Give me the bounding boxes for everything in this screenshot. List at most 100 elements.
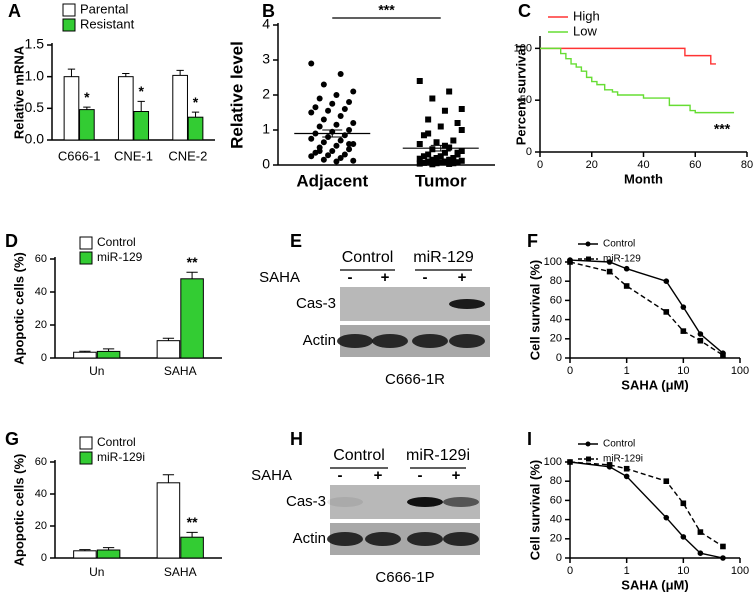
sign: + [458, 269, 467, 286]
x-tick-label: 0 [567, 365, 573, 377]
point [663, 514, 670, 521]
y-tick-label: 0.5 [25, 99, 45, 115]
point [680, 500, 687, 507]
x-tick-label: Un [89, 565, 104, 579]
point [697, 331, 704, 337]
point [720, 352, 726, 358]
legend-label: miR-129 [603, 254, 641, 265]
error-bar [162, 337, 175, 341]
bar [117, 76, 134, 141]
legend-label: Parental [80, 1, 129, 16]
bar [96, 350, 121, 359]
x-tick-label: 0 [567, 565, 573, 577]
y-tick-label: 3 [262, 51, 270, 67]
x-tick-label: 1 [624, 565, 630, 577]
panel-letter: D [5, 231, 18, 251]
point [720, 555, 726, 561]
x-axis-label: SAHA (μM) [621, 377, 688, 392]
panel-letter: F [527, 231, 538, 251]
bar [73, 351, 97, 359]
x-tick-label: 1 [624, 365, 630, 377]
y-tick-label: 40 [35, 488, 47, 500]
panel-letter: G [5, 429, 19, 449]
point [663, 278, 670, 285]
y-tick-label: 0.0 [25, 131, 45, 147]
annotation: * [84, 89, 90, 105]
legend-swatch [79, 451, 93, 465]
point [308, 135, 315, 142]
point [341, 151, 348, 158]
y-tick-label: 0 [526, 146, 532, 158]
point [337, 71, 344, 77]
band [443, 532, 479, 546]
point [346, 127, 353, 133]
annotation: ** [187, 514, 198, 530]
point [429, 161, 436, 168]
row-label: Cas-3 [296, 295, 336, 312]
sign: - [423, 269, 428, 286]
point [623, 265, 630, 272]
point [346, 146, 353, 153]
point [663, 309, 670, 315]
x-tick-label: 10 [677, 365, 689, 377]
series-line [540, 47, 735, 114]
group-label: miR-129i [406, 447, 470, 464]
point [429, 156, 436, 163]
legend-marker [585, 441, 591, 447]
y-tick-label: 1.0 [25, 67, 45, 83]
point [680, 328, 687, 334]
point [316, 148, 323, 154]
treatment-label: SAHA [259, 269, 300, 286]
point [416, 160, 423, 167]
point [341, 106, 348, 112]
band [449, 299, 485, 309]
point [420, 159, 427, 166]
legend-label: miR-129i [97, 450, 145, 464]
point [606, 259, 613, 265]
error-bar [162, 474, 175, 483]
point [420, 153, 427, 160]
legend-marker [586, 456, 591, 462]
series-line [540, 47, 716, 65]
point [458, 127, 465, 133]
point [350, 141, 357, 147]
point [350, 120, 357, 126]
band [337, 334, 373, 348]
point [333, 158, 340, 165]
legend-label: Control [603, 439, 635, 450]
y-tick-label: 60 [35, 253, 47, 265]
point [333, 142, 340, 149]
point [312, 104, 319, 111]
point [454, 120, 461, 126]
annotation: *** [378, 2, 395, 18]
bar [63, 76, 80, 141]
point [680, 304, 687, 310]
series-line [569, 461, 724, 559]
point [333, 92, 340, 98]
point [429, 95, 436, 102]
y-tick-label: 0 [41, 552, 47, 564]
y-tick-label: 20 [550, 333, 562, 345]
point [325, 152, 332, 159]
group-label: Control [342, 249, 394, 266]
error-bar [79, 549, 91, 551]
y-tick-label: 0 [262, 156, 270, 172]
point [337, 113, 344, 119]
annotation: * [193, 94, 199, 110]
point [420, 132, 427, 139]
group-label: miR-129 [413, 249, 474, 266]
point [425, 151, 432, 158]
point [697, 529, 704, 535]
y-tick-label: 2 [262, 86, 270, 102]
point [329, 148, 336, 154]
point [458, 148, 465, 154]
legend-label: High [573, 8, 600, 23]
error-bar [102, 547, 115, 550]
x-tick-label: 20 [586, 159, 598, 171]
y-axis-label: Apopotic cells (%) [11, 454, 26, 567]
band [327, 497, 363, 507]
point [458, 157, 465, 164]
sign: - [338, 467, 343, 484]
point [350, 157, 357, 164]
panel-letter: B [262, 1, 275, 21]
